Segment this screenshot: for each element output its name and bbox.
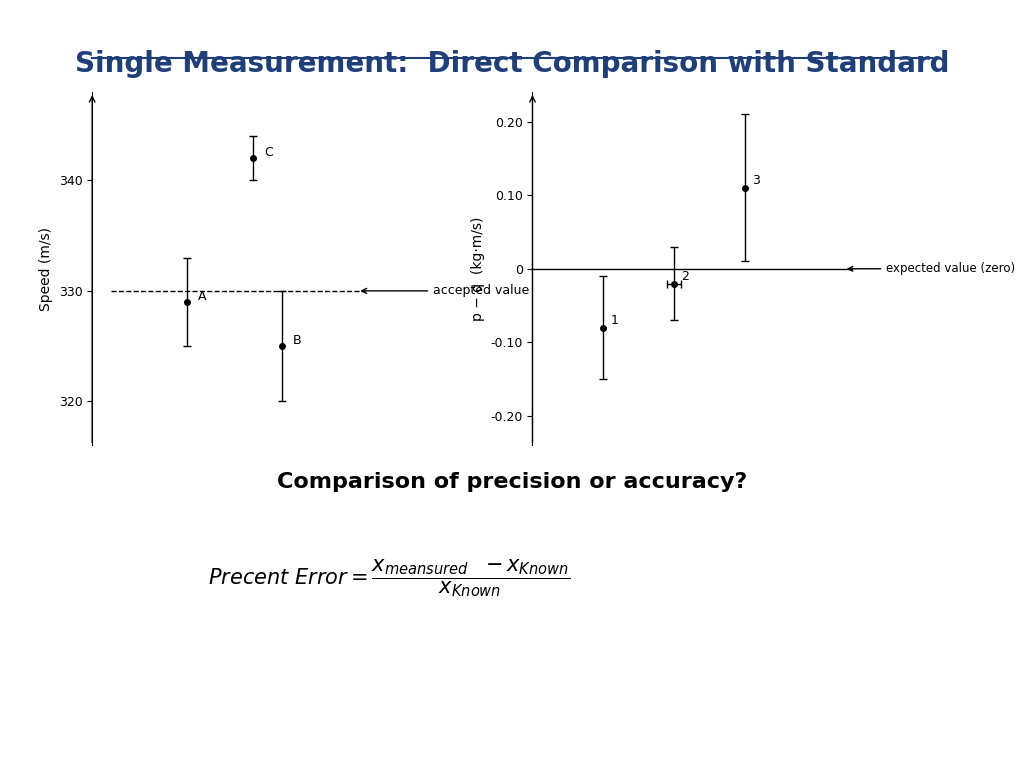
Text: 3: 3 — [752, 174, 760, 187]
Text: Fall 2013: Fall 2013 — [180, 734, 229, 745]
Text: $\mathit{Precent\ Error} = \dfrac{x_{meansured}\ \ -x_{Known}}{x_{Known}}$: $\mathit{Precent\ Error} = \dfrac{x_{mea… — [208, 557, 570, 598]
Text: C: C — [264, 147, 273, 160]
Y-axis label: p − q  (kg·m/s): p − q (kg·m/s) — [471, 217, 484, 321]
Text: B: B — [293, 334, 302, 347]
Text: Comparison of precision or accuracy?: Comparison of precision or accuracy? — [276, 472, 748, 492]
Text: 1: 1 — [610, 314, 618, 327]
Text: accepted value: accepted value — [361, 284, 529, 297]
Text: UNIVERSITY: UNIVERSITY — [30, 746, 88, 756]
Text: 2: 2 — [681, 270, 689, 283]
Text: Single Measurement:  Direct Comparison with Standard: Single Measurement: Direct Comparison wi… — [75, 50, 949, 78]
Text: UtahState: UtahState — [19, 716, 98, 730]
Text: A: A — [199, 290, 207, 303]
Text: LINEAR REGRESSION: LINEAR REGRESSION — [416, 722, 608, 740]
Text: Intermediate  3870: Intermediate 3870 — [152, 714, 258, 725]
Text: expected value (zero): expected value (zero) — [848, 263, 1016, 275]
Text: Lecture  5   Slide  5: Lecture 5 Slide 5 — [773, 724, 906, 738]
Y-axis label: Speed (m/s): Speed (m/s) — [39, 227, 53, 311]
